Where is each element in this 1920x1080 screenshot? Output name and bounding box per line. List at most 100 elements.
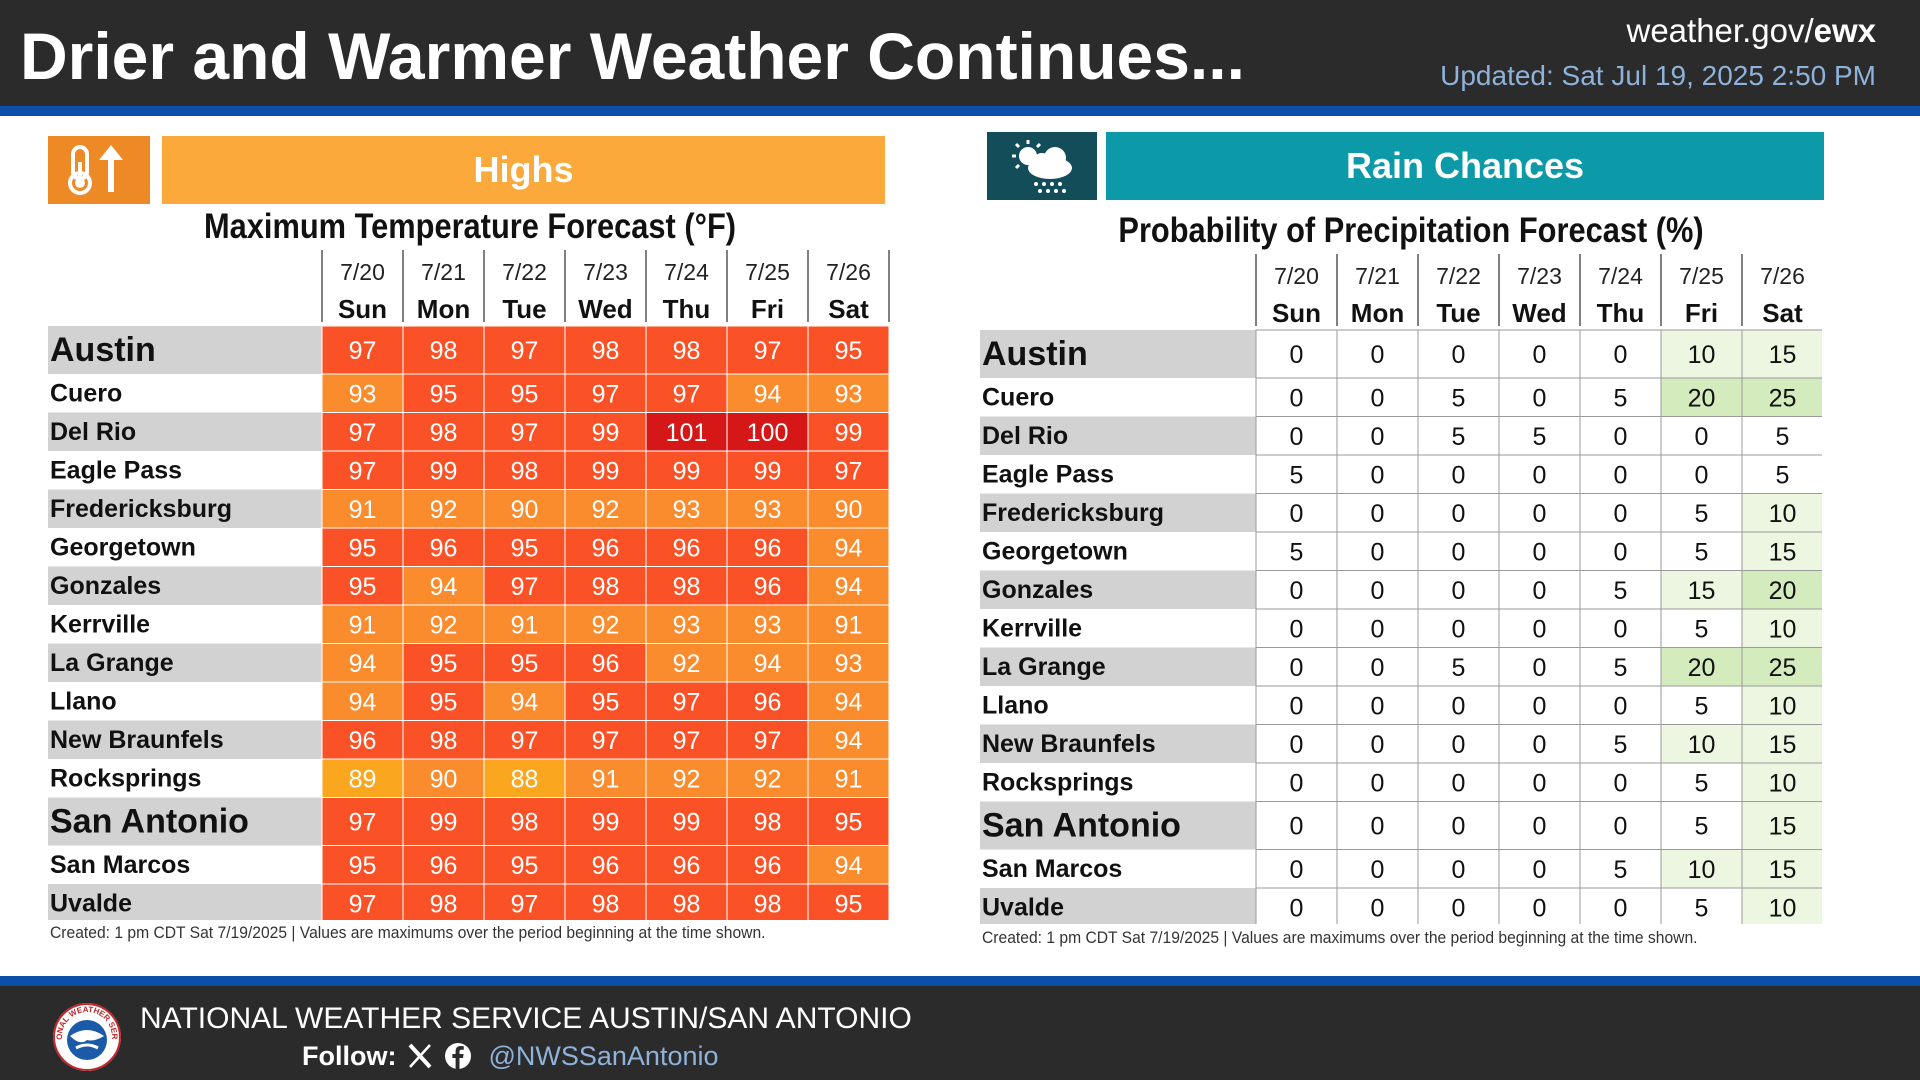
highs-cell xyxy=(807,758,890,798)
highs-value: 94 xyxy=(754,650,782,678)
rain-value: 10 xyxy=(1769,500,1797,528)
rain-value: 0 xyxy=(1371,731,1385,759)
rain-cell xyxy=(1255,801,1338,850)
rain-cell xyxy=(1741,849,1822,889)
rain-value: 20 xyxy=(1688,654,1716,682)
rain-value: 10 xyxy=(1769,894,1797,922)
rain-cell xyxy=(1741,377,1822,417)
highs-cell xyxy=(402,643,485,683)
rain-date-label: 7/20 xyxy=(1274,263,1319,289)
highs-row-bg xyxy=(48,528,322,567)
rain-value: 0 xyxy=(1290,813,1304,841)
highs-value: 97 xyxy=(673,727,701,755)
rain-value: 0 xyxy=(1695,423,1709,451)
rain-cell xyxy=(1741,801,1822,850)
highs-value: 92 xyxy=(673,650,701,678)
rain-cell xyxy=(1741,887,1822,924)
rain-row-bg xyxy=(980,455,1256,494)
highs-value: 95 xyxy=(511,380,539,408)
rain-cell xyxy=(1498,685,1581,725)
highs-value: 97 xyxy=(592,380,620,408)
highs-value: 95 xyxy=(835,337,863,365)
highs-cell xyxy=(807,450,890,490)
rain-value: 0 xyxy=(1452,615,1466,643)
rain-city-label: Llano xyxy=(982,691,1049,719)
rain-value: 0 xyxy=(1614,692,1628,720)
rain-cell xyxy=(1417,685,1500,725)
highs-value: 92 xyxy=(673,765,701,793)
site-url[interactable]: weather.gov/ewx xyxy=(1627,12,1877,50)
highs-row-bg xyxy=(48,489,322,528)
rain-city-label: Austin xyxy=(982,335,1088,373)
rain-value: 10 xyxy=(1688,341,1716,369)
rain-value: 15 xyxy=(1769,341,1797,369)
follow-row: Follow: @NWSSanAntonio xyxy=(302,1038,719,1074)
rain-banner-label: Rain Chances xyxy=(1345,145,1585,186)
highs-date-label: 7/20 xyxy=(340,259,385,285)
highs-value: 92 xyxy=(430,496,458,524)
highs-cell xyxy=(402,604,485,644)
highs-cell xyxy=(807,489,890,529)
footer-stripe xyxy=(0,976,1920,986)
highs-cell xyxy=(321,720,404,760)
highs-value: 95 xyxy=(430,650,458,678)
rain-value: 5 xyxy=(1695,769,1709,797)
highs-city-label: San Marcos xyxy=(50,851,190,879)
highs-value: 94 xyxy=(349,688,377,716)
rain-cell xyxy=(1498,493,1581,533)
rain-cell xyxy=(1741,647,1822,687)
rain-value: 5 xyxy=(1695,615,1709,643)
rain-cell xyxy=(1417,608,1500,648)
highs-cell xyxy=(483,373,566,413)
highs-day-label: Mon xyxy=(417,294,470,324)
highs-cell xyxy=(645,845,728,885)
highs-row-bg xyxy=(48,720,322,759)
highs-city-label: Cuero xyxy=(50,379,122,407)
rain-cell xyxy=(1498,849,1581,889)
highs-date-label: 7/25 xyxy=(745,259,790,285)
highs-value: 94 xyxy=(835,534,863,562)
rain-cell xyxy=(1741,493,1822,533)
rain-cell xyxy=(1741,685,1822,725)
rain-day-label: Wed xyxy=(1512,298,1566,328)
highs-value: 95 xyxy=(349,534,377,562)
highs-cell xyxy=(564,412,647,452)
highs-cell xyxy=(807,883,890,920)
rain-value: 5 xyxy=(1452,384,1466,412)
rain-value: 0 xyxy=(1695,461,1709,489)
highs-row-bg xyxy=(48,451,322,490)
footer-office: NATIONAL WEATHER SERVICE AUSTIN/SAN ANTO… xyxy=(140,1002,912,1035)
highs-value: 95 xyxy=(511,852,539,880)
rain-cell xyxy=(1336,762,1419,802)
header-bar: Drier and Warmer Weather Continues... we… xyxy=(0,0,1920,106)
facebook-icon[interactable] xyxy=(444,1042,472,1070)
rain-cell xyxy=(1255,531,1338,571)
highs-cell xyxy=(807,845,890,885)
rain-value: 0 xyxy=(1371,500,1385,528)
rain-row-bg xyxy=(980,763,1256,802)
rain-cell xyxy=(1741,531,1822,571)
highs-cell xyxy=(726,720,809,760)
highs-value: 94 xyxy=(349,650,377,678)
x-icon[interactable] xyxy=(406,1042,434,1070)
highs-value: 95 xyxy=(511,650,539,678)
rain-value: 0 xyxy=(1452,731,1466,759)
rain-city-label: Rocksprings xyxy=(982,768,1133,796)
highs-cell xyxy=(402,883,485,920)
rain-cell xyxy=(1660,329,1743,379)
rain-value: 0 xyxy=(1533,384,1547,412)
rain-value: 0 xyxy=(1533,500,1547,528)
social-handle[interactable]: @NWSSanAntonio xyxy=(488,1040,719,1071)
highs-value: 99 xyxy=(835,419,863,447)
rain-cell xyxy=(1255,493,1338,533)
highs-value: 97 xyxy=(349,890,377,918)
rain-row-bg xyxy=(980,378,1256,417)
highs-cell xyxy=(402,450,485,490)
rain-cell xyxy=(1660,531,1743,571)
highs-value: 95 xyxy=(430,688,458,716)
highs-day-label: Tue xyxy=(502,294,546,324)
rain-value: 0 xyxy=(1533,654,1547,682)
rain-value: 0 xyxy=(1614,894,1628,922)
highs-value: 100 xyxy=(747,419,789,447)
rain-cell xyxy=(1741,416,1822,456)
